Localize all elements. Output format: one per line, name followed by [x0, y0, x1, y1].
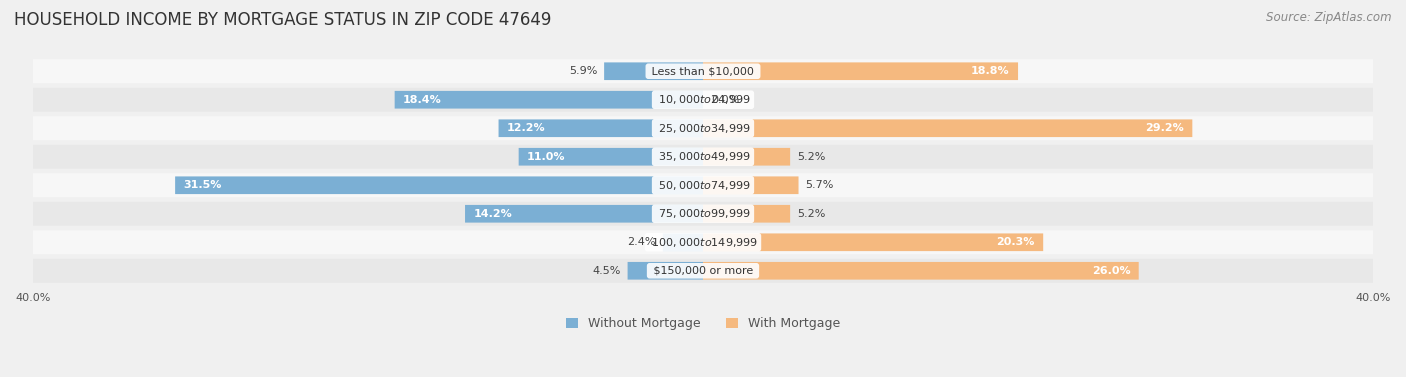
- FancyBboxPatch shape: [627, 262, 703, 280]
- Text: HOUSEHOLD INCOME BY MORTGAGE STATUS IN ZIP CODE 47649: HOUSEHOLD INCOME BY MORTGAGE STATUS IN Z…: [14, 11, 551, 29]
- FancyBboxPatch shape: [32, 88, 1374, 112]
- FancyBboxPatch shape: [176, 176, 703, 194]
- Text: 5.2%: 5.2%: [797, 152, 825, 162]
- FancyBboxPatch shape: [32, 173, 1374, 197]
- FancyBboxPatch shape: [32, 59, 1374, 83]
- Text: 18.4%: 18.4%: [404, 95, 441, 105]
- Text: Less than $10,000: Less than $10,000: [648, 66, 758, 76]
- FancyBboxPatch shape: [32, 230, 1374, 254]
- Text: 4.5%: 4.5%: [592, 266, 621, 276]
- FancyBboxPatch shape: [465, 205, 703, 222]
- FancyBboxPatch shape: [662, 233, 703, 251]
- Text: 2.4%: 2.4%: [627, 237, 657, 247]
- Text: 5.2%: 5.2%: [797, 209, 825, 219]
- Legend: Without Mortgage, With Mortgage: Without Mortgage, With Mortgage: [561, 312, 845, 335]
- FancyBboxPatch shape: [32, 145, 1374, 169]
- FancyBboxPatch shape: [703, 233, 1043, 251]
- Text: $35,000 to $49,999: $35,000 to $49,999: [655, 150, 751, 163]
- Text: $50,000 to $74,999: $50,000 to $74,999: [655, 179, 751, 192]
- FancyBboxPatch shape: [703, 176, 799, 194]
- Text: 29.2%: 29.2%: [1146, 123, 1184, 133]
- Text: 12.2%: 12.2%: [508, 123, 546, 133]
- Text: 11.0%: 11.0%: [527, 152, 565, 162]
- Text: $25,000 to $34,999: $25,000 to $34,999: [655, 122, 751, 135]
- Text: $10,000 to $24,999: $10,000 to $24,999: [655, 93, 751, 106]
- FancyBboxPatch shape: [703, 205, 790, 222]
- FancyBboxPatch shape: [32, 116, 1374, 140]
- Text: 0.0%: 0.0%: [711, 95, 740, 105]
- FancyBboxPatch shape: [703, 62, 1018, 80]
- FancyBboxPatch shape: [395, 91, 703, 109]
- Text: 5.9%: 5.9%: [569, 66, 598, 76]
- FancyBboxPatch shape: [32, 202, 1374, 226]
- FancyBboxPatch shape: [605, 62, 703, 80]
- Text: 26.0%: 26.0%: [1091, 266, 1130, 276]
- Text: 31.5%: 31.5%: [184, 180, 222, 190]
- Text: 5.7%: 5.7%: [806, 180, 834, 190]
- FancyBboxPatch shape: [703, 120, 1192, 137]
- Text: 20.3%: 20.3%: [997, 237, 1035, 247]
- FancyBboxPatch shape: [499, 120, 703, 137]
- Text: $150,000 or more: $150,000 or more: [650, 266, 756, 276]
- Text: 14.2%: 14.2%: [474, 209, 512, 219]
- Text: $100,000 to $149,999: $100,000 to $149,999: [648, 236, 758, 249]
- FancyBboxPatch shape: [703, 262, 1139, 280]
- Text: Source: ZipAtlas.com: Source: ZipAtlas.com: [1267, 11, 1392, 24]
- FancyBboxPatch shape: [32, 259, 1374, 283]
- FancyBboxPatch shape: [519, 148, 703, 166]
- Text: 18.8%: 18.8%: [972, 66, 1010, 76]
- Text: $75,000 to $99,999: $75,000 to $99,999: [655, 207, 751, 220]
- FancyBboxPatch shape: [703, 148, 790, 166]
